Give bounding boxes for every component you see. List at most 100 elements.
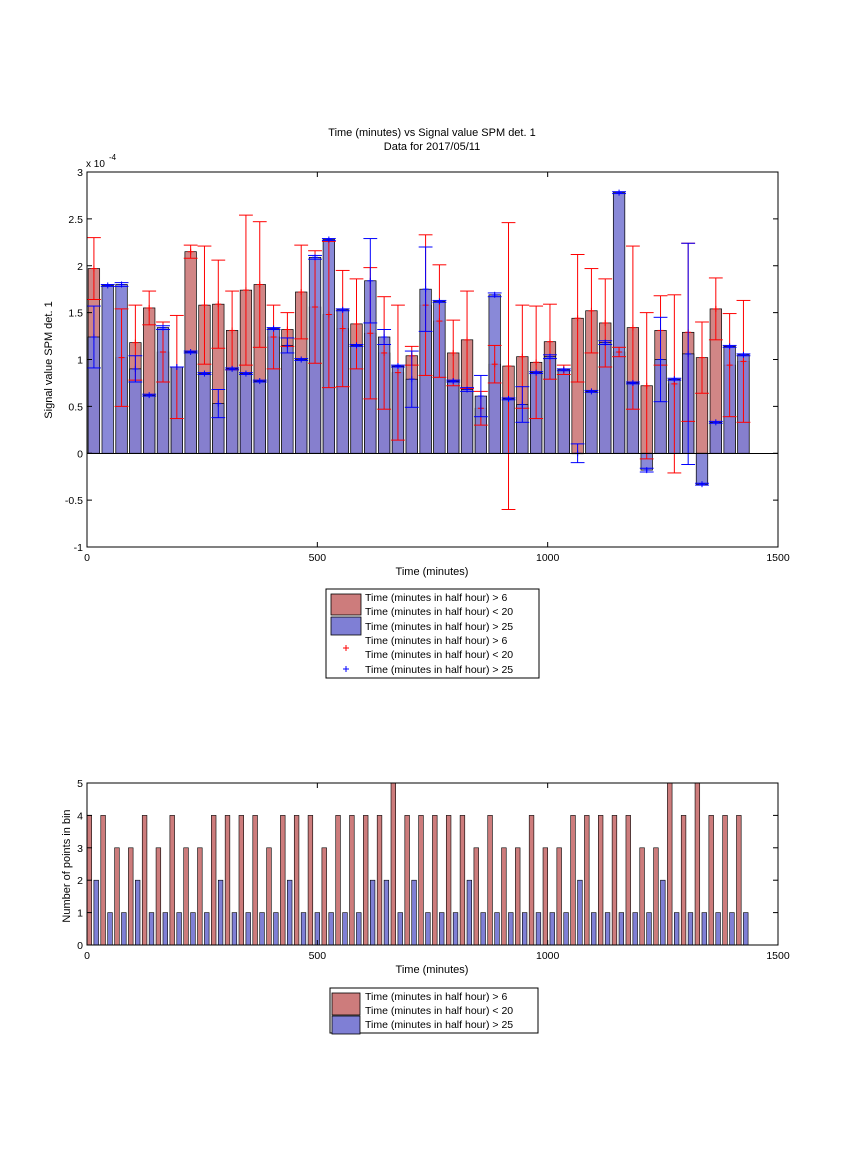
red-count-bar — [515, 847, 521, 946]
blue-count-bar — [204, 912, 210, 946]
blue-count-bar — [701, 912, 707, 946]
chart-1-y-tick-label: 2 — [77, 261, 83, 273]
chart-1-exponent-power: -4 — [109, 153, 117, 162]
red-count-bar — [293, 815, 300, 946]
chart-1-y-tick-label: -1 — [74, 542, 83, 554]
red-count-bar — [625, 815, 631, 946]
legend-entry-4-line-1: Time (minutes in half hour) > 25 — [365, 664, 513, 676]
blue-count-bar — [328, 912, 334, 946]
red-count-bar — [584, 815, 590, 946]
blue-count-bar — [439, 912, 445, 946]
blue-bar — [239, 373, 253, 454]
red-count-bar — [100, 815, 106, 946]
chart-2-y-tick-label: 1 — [77, 908, 83, 920]
blue-count-bar — [190, 912, 196, 946]
chart-2-y-tick-label: 0 — [77, 940, 83, 952]
red-count-bar — [211, 815, 217, 946]
blue-count-bar — [466, 879, 472, 946]
blue-count-bar — [452, 912, 459, 946]
blue-count-bar — [535, 912, 542, 946]
legend-entry-3-line-1: Time (minutes in half hour) > 6 — [365, 635, 507, 647]
red-count-bar — [501, 847, 507, 946]
chart-2-legend: Time (minutes in half hour) > 6 Time (mi… — [329, 987, 539, 1035]
blue-count-bar — [383, 879, 390, 946]
red-count-bar — [473, 847, 479, 946]
red-count-bar — [667, 782, 673, 946]
legend-blue-patch — [330, 616, 362, 636]
red-count-bar — [169, 815, 175, 946]
blue-count-bar — [245, 912, 251, 946]
chart-1-y-tick-label: 3 — [77, 167, 83, 179]
red-count-bar — [321, 847, 327, 946]
legend-entry-1-line-1: Time (minutes in half hour) > 6 — [365, 592, 507, 604]
blue-count-bar — [231, 912, 238, 946]
blue-bar — [184, 351, 197, 454]
blue-count-bar — [480, 912, 486, 946]
legend-box — [325, 588, 540, 679]
blue-count-bar — [494, 912, 500, 946]
legend-entry-2-line-1: Time (minutes in half hour) > 25 — [365, 621, 513, 633]
red-count-bar — [404, 815, 410, 946]
chart-2-y-tick-label: 3 — [77, 843, 83, 855]
blue-bar — [612, 192, 626, 454]
chart-1-ylabel: Signal value SPM det. 1 — [43, 301, 55, 418]
blue-count-bar — [162, 912, 168, 946]
red-count-bar — [708, 815, 714, 946]
red-count-bar — [266, 847, 272, 946]
chart-2-plot-frame — [86, 782, 779, 946]
chart-1-x-tick-label: 500 — [309, 552, 327, 564]
blue-bar — [447, 380, 460, 454]
red-count-bar — [445, 815, 452, 946]
blue-bar — [460, 389, 474, 454]
chart-1-error-bars — [87, 189, 751, 510]
chart-2-x-tick-label: 1500 — [766, 950, 790, 962]
blue-bar — [253, 380, 266, 454]
blue-count-bar — [549, 912, 555, 946]
chart-1-y-tick-label: 1 — [77, 355, 83, 367]
blue-count-bar — [135, 879, 141, 946]
blue-count-bar — [411, 879, 417, 946]
chart-2-y-tick-label: 5 — [77, 778, 83, 790]
red-count-bar — [224, 815, 231, 946]
red-count-bar — [556, 847, 562, 946]
red-count-bar — [722, 815, 728, 946]
red-count-bar — [114, 847, 120, 946]
chart-2-bars — [86, 782, 749, 946]
chart-1-y-tick-label: 0 — [77, 448, 83, 460]
blue-count-bar — [176, 912, 182, 946]
blue-count-bar — [715, 912, 721, 946]
blue-bar — [585, 391, 598, 454]
chart-1-y-tick-label: 2.5 — [68, 214, 83, 226]
chart-1-bars — [87, 192, 750, 485]
red-count-bar — [155, 847, 162, 946]
chart-1-subtitle: Data for 2017/05/11 — [384, 141, 480, 153]
red-count-bar — [528, 815, 535, 946]
chart-1-y-tick-label: 0.5 — [68, 401, 83, 413]
red-count-bar — [197, 847, 203, 946]
chart-2-x-tick-label: 1000 — [536, 950, 560, 962]
legend-entry-2-line-1: Time (minutes in half hour) > 25 — [365, 1019, 513, 1031]
chart-1-axes: 0 500 1000 1500 -1 -0.5 0 0.5 1 1.5 2 2.5 3 — [65, 167, 790, 564]
blue-count-bar — [287, 879, 293, 946]
legend-red-patch — [330, 593, 362, 616]
chart-1-x-tick-label: 0 — [84, 552, 90, 564]
blue-count-bar — [660, 879, 666, 946]
blue-bar — [557, 369, 570, 454]
chart-2-axes: 0 500 1000 1500 0 1 2 3 4 5 — [77, 778, 790, 962]
blue-count-bar — [93, 879, 99, 946]
blue-bar — [226, 368, 239, 454]
red-count-bar — [639, 847, 645, 946]
legend-entry-3-line-2: Time (minutes in half hour) < 20 — [365, 649, 513, 661]
chart-1: Time (minutes) vs Signal value SPM det. … — [43, 127, 790, 679]
blue-count-bar — [521, 912, 528, 946]
blue-count-bar — [397, 912, 403, 946]
red-count-bar — [736, 815, 742, 946]
chart-1-y-tick-label: -0.5 — [65, 495, 83, 507]
blue-count-bar — [356, 912, 362, 946]
chart-2-x-tick-label: 500 — [309, 950, 327, 962]
red-count-bar — [570, 815, 576, 946]
blue-bar — [101, 285, 114, 454]
chart-1-x-tick-label: 1500 — [766, 552, 790, 564]
chart-2-xlabel: Time (minutes) — [396, 964, 469, 976]
